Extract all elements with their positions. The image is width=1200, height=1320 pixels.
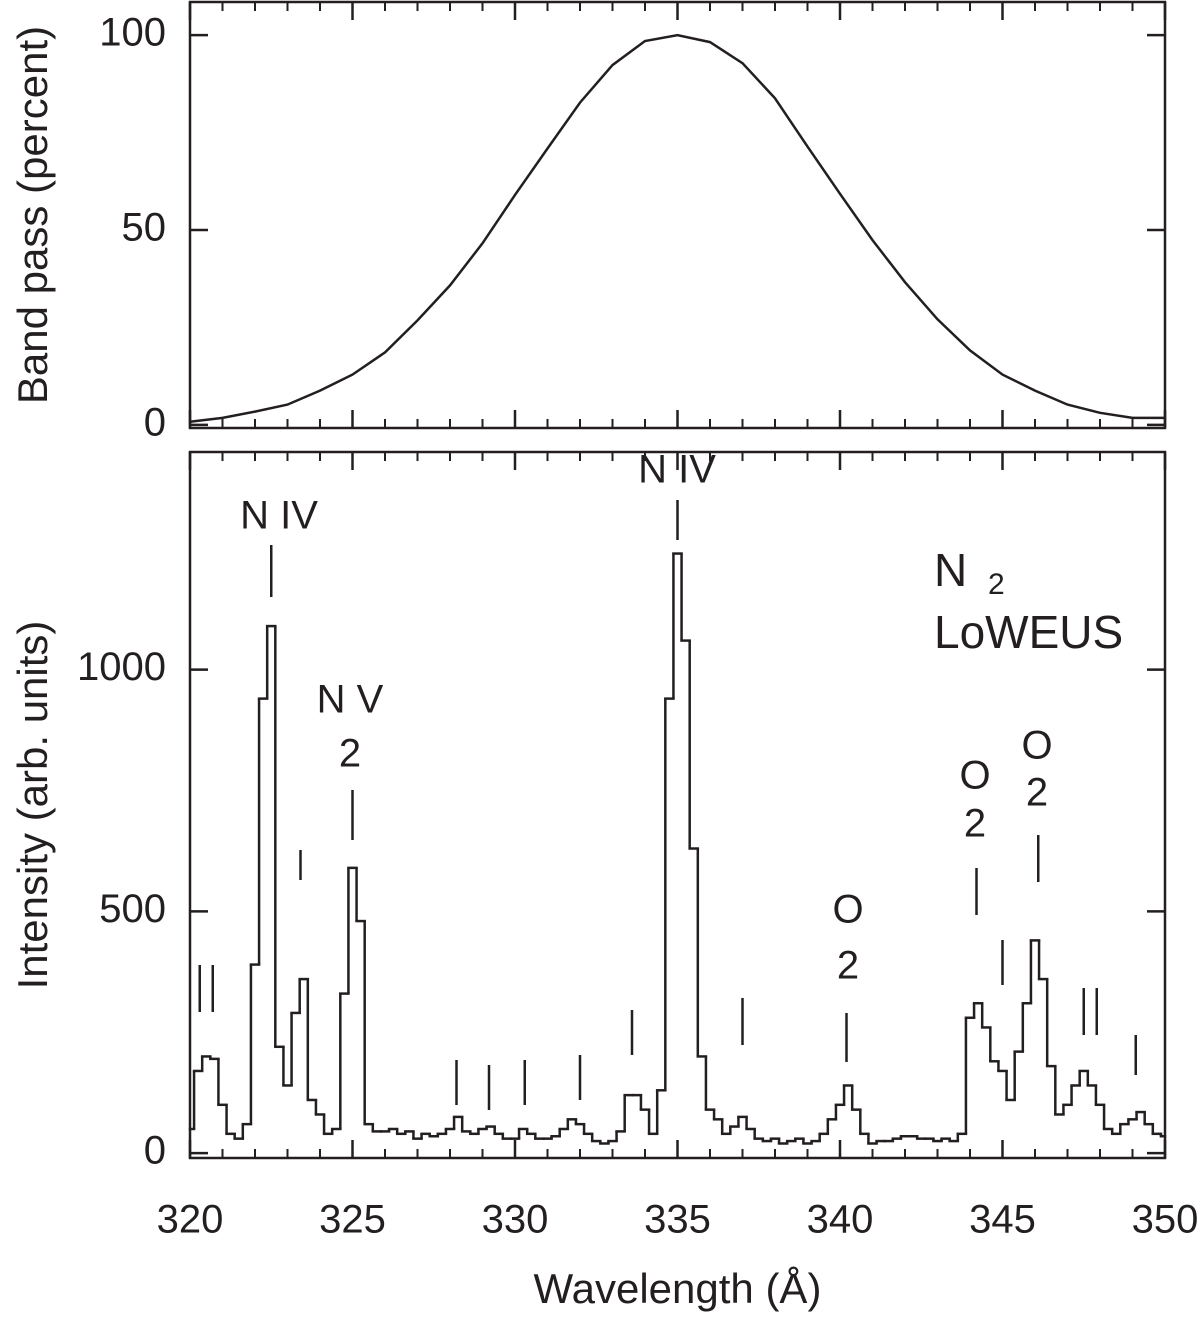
x-tick-label: 330 [482, 1198, 549, 1242]
y-tick-label: 50 [122, 206, 167, 250]
x-tick-label: 325 [319, 1198, 386, 1242]
annotation: O [959, 754, 990, 798]
plot-frame [188, 0, 1167, 430]
annotation: 2 [339, 732, 361, 776]
annotation: N IV [240, 494, 318, 538]
annotation: N V [317, 678, 384, 722]
x-tick-label: 340 [807, 1198, 874, 1242]
bandpass-curve [189, 33, 1165, 424]
y-axis-label: Intensity (arb. units) [9, 621, 56, 990]
x-tick-label: 350 [1132, 1198, 1199, 1242]
y-tick-label: 0 [144, 1129, 166, 1173]
y-axis-label: Band pass (percent) [9, 26, 56, 404]
annotation: 2 [1026, 771, 1048, 815]
y-tick-label: 1000 [77, 645, 166, 689]
x-tick-label: 320 [157, 1198, 224, 1242]
x-tick-label: 345 [969, 1198, 1036, 1242]
annotation: 2 [964, 802, 986, 846]
y-tick-label: 500 [99, 887, 166, 931]
annotation: LoWEUS [934, 606, 1123, 658]
annotation: N [934, 544, 967, 596]
annotation: N IV [638, 448, 716, 492]
annotation: 2 [988, 568, 1005, 601]
annotation: 2 [837, 944, 859, 988]
x-tick-label: 335 [644, 1198, 711, 1242]
y-tick-label: 0 [144, 400, 166, 444]
y-tick-label: 100 [99, 11, 166, 55]
x-axis-label: Wavelength (Å) [534, 1265, 822, 1312]
annotation: O [832, 888, 863, 932]
annotation: O [1021, 724, 1052, 768]
